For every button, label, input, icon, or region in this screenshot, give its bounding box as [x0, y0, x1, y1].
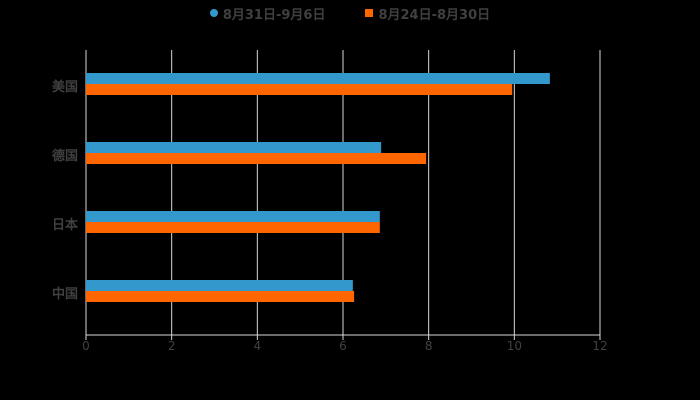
x-tick-label: 2	[167, 339, 176, 353]
bar[interactable]	[86, 73, 550, 84]
category-label: 中国	[51, 287, 78, 302]
x-tick-label: 4	[253, 339, 262, 353]
x-tick-label: 12	[592, 339, 608, 353]
chart-legend: 8月31日-9月6日 8月24日-8月30日	[0, 4, 700, 23]
legend-label: 8月31日-9月6日	[222, 7, 326, 23]
legend-label: 8月24日-8月30日	[378, 7, 491, 23]
legend-marker-square-icon	[365, 9, 374, 17]
category-label: 德国	[51, 149, 78, 164]
bar[interactable]	[86, 291, 355, 302]
category-label: 日本	[51, 218, 78, 233]
bar[interactable]	[86, 280, 353, 291]
x-tick-label: 10	[506, 339, 522, 353]
x-tick-label: 0	[82, 339, 90, 353]
legend-item-series-2[interactable]: 8月24日-8月30日	[365, 4, 491, 23]
bar[interactable]	[86, 153, 427, 164]
category-label: 美国	[51, 80, 78, 95]
bar[interactable]	[86, 142, 382, 153]
x-tick-label: 6	[339, 339, 347, 353]
bar[interactable]	[86, 222, 380, 233]
bar[interactable]	[86, 211, 380, 222]
bar[interactable]	[86, 84, 513, 95]
legend-marker-circle-icon	[209, 9, 218, 17]
x-tick-label: 8	[424, 339, 433, 353]
legend-item-series-1[interactable]: 8月31日-9月6日	[209, 4, 326, 23]
